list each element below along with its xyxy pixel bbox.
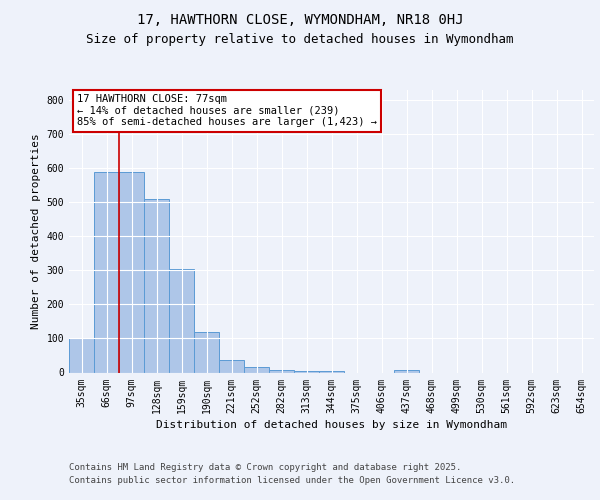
X-axis label: Distribution of detached houses by size in Wymondham: Distribution of detached houses by size … [156,420,507,430]
Bar [144,199,169,372]
Bar [69,338,94,372]
Bar [169,268,194,372]
Bar [394,370,419,372]
Text: Contains HM Land Registry data © Crown copyright and database right 2025.: Contains HM Land Registry data © Crown c… [69,462,461,471]
Bar [269,370,294,372]
Bar [219,360,244,372]
Bar [244,366,269,372]
Text: Contains public sector information licensed under the Open Government Licence v3: Contains public sector information licen… [69,476,515,485]
Text: Size of property relative to detached houses in Wymondham: Size of property relative to detached ho… [86,32,514,46]
Bar [119,172,144,372]
Bar [94,172,119,372]
Bar [294,371,319,372]
Y-axis label: Number of detached properties: Number of detached properties [31,134,41,329]
Bar [194,332,219,372]
Text: 17 HAWTHORN CLOSE: 77sqm
← 14% of detached houses are smaller (239)
85% of semi-: 17 HAWTHORN CLOSE: 77sqm ← 14% of detach… [77,94,377,128]
Bar [319,371,344,372]
Text: 17, HAWTHORN CLOSE, WYMONDHAM, NR18 0HJ: 17, HAWTHORN CLOSE, WYMONDHAM, NR18 0HJ [137,12,463,26]
